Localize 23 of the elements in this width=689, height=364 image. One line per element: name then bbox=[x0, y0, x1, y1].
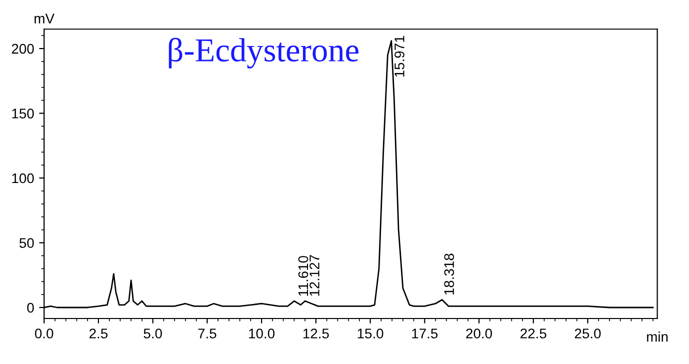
x-tick-label: 25.0 bbox=[574, 328, 601, 338]
chart-title: β-Ecdysterone bbox=[168, 38, 358, 68]
x-tick-label: 2.5 bbox=[90, 328, 108, 338]
x-tick-label: 10.0 bbox=[249, 328, 275, 338]
annotation: 18.318 bbox=[444, 254, 454, 294]
y-tick-label: 0 bbox=[27, 302, 34, 313]
annotation: 12.127 bbox=[310, 255, 320, 296]
y-tick-label: 150 bbox=[12, 108, 34, 118]
x-tick-label: 20.0 bbox=[466, 328, 492, 338]
x-tick-label: 17.5 bbox=[412, 328, 438, 338]
y-tick-label: 200 bbox=[12, 44, 34, 54]
y-tick-label: 50 bbox=[19, 238, 34, 248]
y-tick-label: 100 bbox=[12, 173, 34, 184]
annotation: 15.971 bbox=[394, 36, 404, 77]
x-tick-label: 22.5 bbox=[520, 328, 546, 338]
x-axis-title: min bbox=[647, 332, 668, 342]
y-axis-title: mV bbox=[34, 14, 54, 24]
x-tick-label: 5.0 bbox=[144, 328, 162, 338]
annotation: 11.610 bbox=[298, 256, 308, 296]
x-tick-label: 15.0 bbox=[358, 328, 384, 338]
x-tick-label: 12.5 bbox=[303, 328, 329, 338]
x-tick-label: 0.0 bbox=[34, 328, 54, 338]
x-tick-label: 7.5 bbox=[198, 328, 216, 338]
